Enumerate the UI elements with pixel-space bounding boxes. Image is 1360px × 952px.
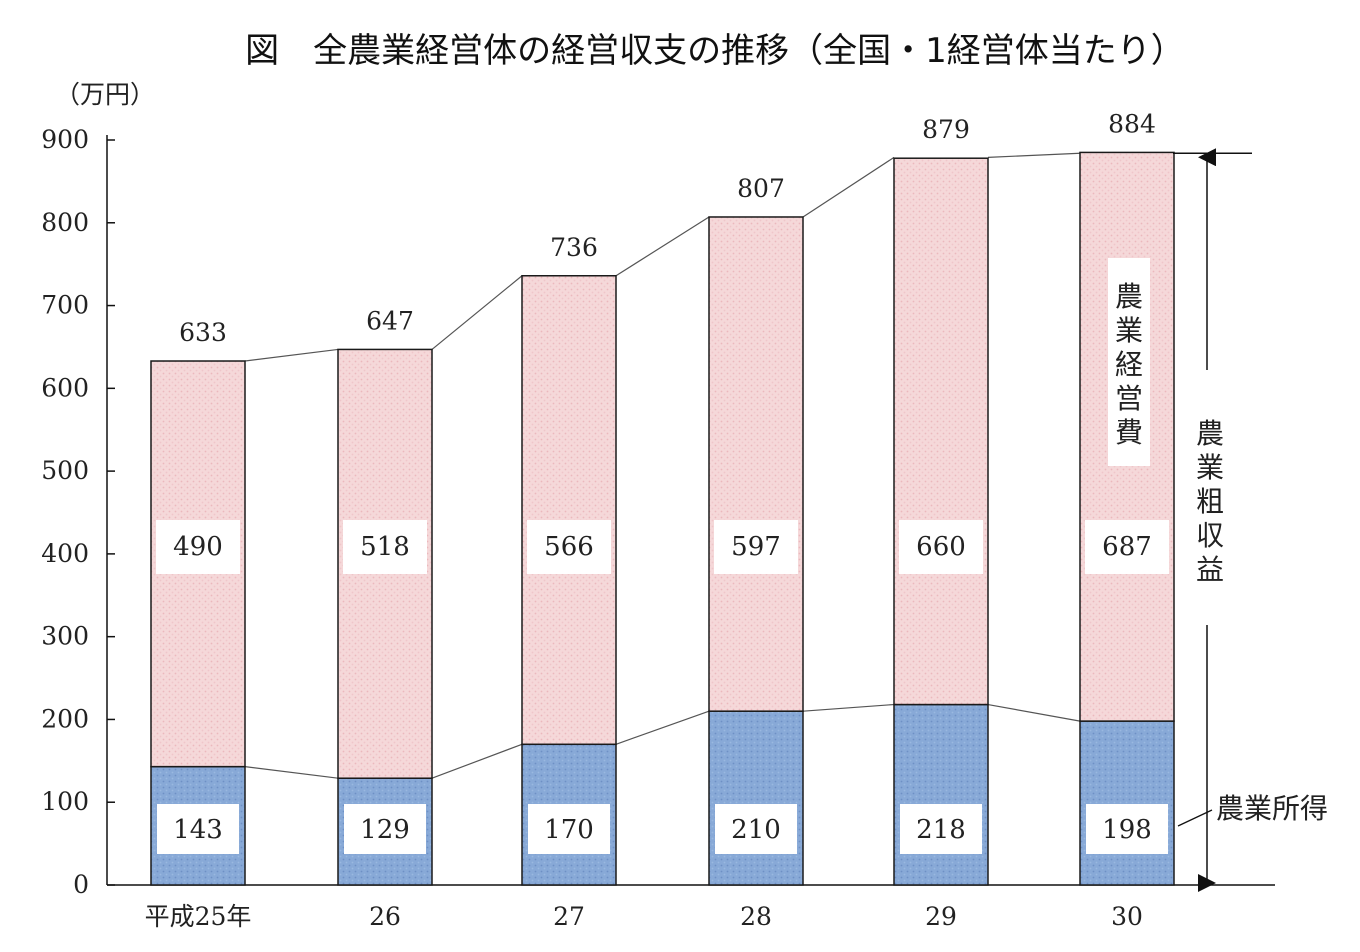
income-value-label: 198 — [1102, 815, 1152, 845]
income-connector-line — [802, 703, 895, 712]
cost-value-label: 687 — [1102, 532, 1152, 562]
bar-agricultural-cost — [708, 216, 804, 712]
income-value-label: 218 — [916, 815, 966, 845]
y-tick-label: 0 — [73, 870, 89, 899]
income-label-box — [157, 804, 239, 854]
chart-title: 図 全農業経営体の経営収支の推移（全国・1経営体当たり） — [245, 31, 1185, 71]
total-connector-line — [987, 152, 1081, 158]
cost-series-label-char: 業 — [1115, 314, 1143, 347]
cost-series-label-char: 費 — [1115, 416, 1143, 449]
income-connector-line — [431, 743, 523, 779]
cost-value-label: 490 — [173, 532, 223, 562]
income-value-label: 129 — [360, 815, 410, 845]
total-connector-line — [244, 348, 339, 362]
cost-series-label-char: 経 — [1115, 348, 1143, 381]
y-tick-label: 900 — [41, 125, 89, 154]
axes: 0 100 200 300 400 500 600 700 800 900 平成25年 26 27 28 2… — [41, 125, 1275, 931]
y-tick-label: 500 — [41, 456, 89, 485]
y-tick-label: 200 — [41, 704, 89, 733]
cost-value-label: 597 — [731, 532, 781, 562]
income-value-label: 170 — [544, 815, 594, 845]
income-connector-line — [615, 710, 710, 745]
income-label-box — [1086, 804, 1168, 854]
gross-revenue-label-char: 農 — [1196, 417, 1224, 450]
cost-series-label-char: 農 — [1115, 280, 1143, 313]
cost-label-box — [1085, 520, 1169, 574]
income-label-box — [900, 804, 982, 854]
bar-agricultural-income — [1079, 720, 1175, 886]
y-axis-unit-label: （万円） — [55, 80, 155, 109]
y-tick-label: 700 — [41, 291, 89, 320]
income-label-box — [715, 804, 797, 854]
x-tick-label: 29 — [925, 902, 957, 931]
bar-connectors — [244, 152, 1081, 779]
bar-agricultural-income — [708, 710, 804, 886]
income-label-box — [528, 804, 610, 854]
x-tick-label: 30 — [1111, 902, 1143, 931]
x-tick-label: 28 — [740, 902, 772, 931]
total-connector-line — [802, 156, 895, 218]
gross-revenue-label-char: 益 — [1196, 553, 1224, 586]
income-value-label: 210 — [731, 815, 781, 845]
cost-label-box — [343, 520, 427, 574]
y-tick-label: 800 — [41, 208, 89, 237]
income-label-box — [344, 804, 426, 854]
y-tick-label: 300 — [41, 622, 89, 651]
total-value-label: 879 — [922, 115, 970, 144]
bar-agricultural-cost — [521, 275, 617, 746]
bar-agricultural-income — [893, 703, 989, 886]
total-value-label: 633 — [179, 318, 227, 347]
income-value-label: 143 — [173, 815, 223, 845]
total-connector-line — [431, 275, 523, 350]
gross-revenue-label-char: 業 — [1196, 451, 1224, 484]
cost-label-box — [714, 520, 798, 574]
income-connector-line — [244, 766, 339, 779]
total-connector-line — [615, 216, 710, 277]
cost-series-label-box — [1108, 258, 1150, 466]
bar-agricultural-cost — [893, 157, 989, 706]
y-tick-label: 400 — [41, 539, 89, 568]
income-connector-line — [987, 703, 1081, 722]
cost-label-box — [899, 520, 983, 574]
cost-value-label: 518 — [360, 532, 410, 562]
cost-label-box — [156, 520, 240, 574]
x-tick-label: 27 — [553, 902, 585, 931]
y-tick-label: 100 — [41, 787, 89, 816]
cost-series-label-char: 営 — [1115, 382, 1143, 415]
x-tick-label: 平成25年 — [145, 902, 252, 931]
total-value-label: 647 — [366, 306, 414, 335]
cost-value-label: 566 — [544, 532, 594, 562]
gross-revenue-label-char: 収 — [1196, 519, 1224, 552]
cost-value-label: 660 — [916, 532, 966, 562]
bars — [150, 151, 1175, 886]
cost-label-box — [527, 520, 611, 574]
x-tick-label: 26 — [369, 902, 401, 931]
gross-revenue-label-char: 粗 — [1196, 485, 1224, 518]
data-labels: 633 490 143 647 518 129 736 566 170 807 597 210 879 6… — [156, 109, 1169, 854]
income-series-label: 農業所得 — [1216, 792, 1328, 825]
total-value-label: 736 — [550, 233, 598, 262]
y-tick-label: 600 — [41, 373, 89, 402]
total-value-label: 884 — [1108, 109, 1156, 138]
income-label-leader — [1177, 809, 1213, 827]
total-value-label: 807 — [737, 174, 785, 203]
